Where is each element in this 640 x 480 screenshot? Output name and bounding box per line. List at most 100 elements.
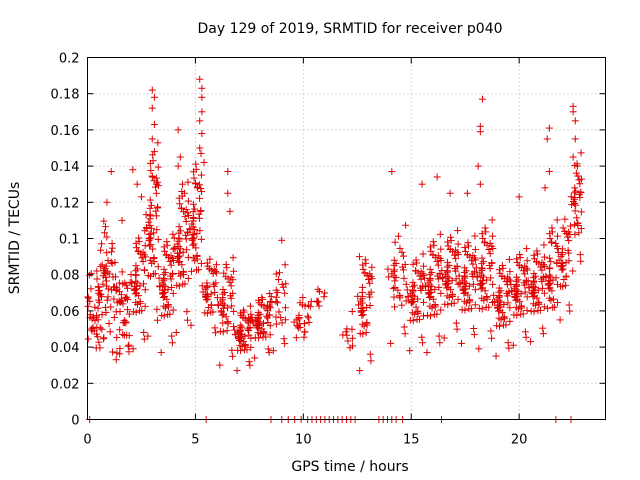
data-point bbox=[203, 259, 211, 267]
data-point bbox=[489, 245, 497, 253]
data-point bbox=[175, 235, 183, 243]
data-point bbox=[184, 178, 192, 186]
data-point bbox=[575, 229, 583, 237]
data-point bbox=[216, 327, 224, 335]
data-point bbox=[512, 303, 520, 311]
data-point bbox=[226, 292, 234, 300]
data-point bbox=[177, 204, 185, 212]
data-point bbox=[150, 93, 158, 101]
data-point bbox=[193, 230, 201, 238]
data-point bbox=[294, 322, 302, 330]
data-point bbox=[454, 295, 462, 303]
data-point bbox=[485, 261, 493, 269]
data-point bbox=[548, 228, 556, 236]
data-point bbox=[212, 329, 220, 337]
data-point bbox=[139, 280, 147, 288]
data-point bbox=[428, 269, 436, 277]
data-point bbox=[524, 277, 532, 285]
data-point bbox=[141, 242, 149, 250]
data-point bbox=[198, 93, 206, 101]
data-point bbox=[135, 238, 143, 246]
data-point bbox=[146, 235, 154, 243]
data-point bbox=[389, 284, 397, 292]
data-point bbox=[540, 303, 548, 311]
data-point bbox=[197, 260, 205, 268]
data-point bbox=[400, 323, 408, 331]
data-point bbox=[443, 280, 451, 288]
data-point bbox=[471, 301, 479, 309]
data-point bbox=[558, 262, 566, 270]
data-point bbox=[147, 167, 155, 175]
data-point bbox=[123, 306, 131, 314]
data-point bbox=[255, 321, 263, 329]
data-point bbox=[148, 135, 156, 143]
data-point bbox=[292, 334, 300, 342]
data-point bbox=[211, 288, 219, 296]
data-point bbox=[134, 247, 142, 255]
data-point bbox=[521, 270, 529, 278]
data-point bbox=[418, 180, 426, 188]
data-point bbox=[96, 344, 104, 352]
data-point bbox=[506, 268, 514, 276]
data-point bbox=[562, 259, 570, 267]
data-point bbox=[265, 349, 273, 357]
data-point bbox=[530, 308, 538, 316]
data-point bbox=[358, 320, 366, 328]
data-point bbox=[417, 275, 425, 283]
data-point bbox=[233, 367, 241, 375]
data-point bbox=[384, 265, 392, 273]
data-point bbox=[505, 344, 513, 352]
data-point bbox=[229, 352, 237, 360]
data-point bbox=[560, 275, 568, 283]
x-axis: 0 5 10 15 20 bbox=[83, 57, 527, 448]
data-point bbox=[447, 286, 455, 294]
data-point bbox=[401, 330, 409, 338]
data-point bbox=[235, 335, 243, 343]
data-point bbox=[115, 297, 123, 305]
data-point bbox=[478, 95, 486, 103]
data-point bbox=[176, 200, 184, 208]
data-point bbox=[458, 339, 466, 347]
data-point bbox=[99, 272, 107, 280]
data-point bbox=[146, 222, 154, 230]
data-point bbox=[91, 303, 99, 311]
data-point bbox=[112, 273, 120, 281]
data-point bbox=[475, 345, 483, 353]
data-point bbox=[545, 280, 553, 288]
data-point bbox=[184, 274, 192, 282]
data-point bbox=[104, 285, 112, 293]
data-point bbox=[146, 212, 154, 220]
data-point bbox=[468, 257, 476, 265]
data-point bbox=[359, 261, 367, 269]
data-point bbox=[164, 303, 172, 311]
data-point bbox=[290, 318, 298, 326]
data-point bbox=[490, 291, 498, 299]
data-point bbox=[390, 261, 398, 269]
data-point bbox=[148, 172, 156, 180]
data-point bbox=[575, 191, 583, 199]
data-point bbox=[234, 346, 242, 354]
data-point bbox=[448, 291, 456, 299]
data-point bbox=[483, 276, 491, 284]
data-point bbox=[269, 347, 277, 355]
data-point bbox=[111, 258, 119, 266]
grid bbox=[87, 57, 606, 420]
data-point bbox=[189, 235, 197, 243]
data-point bbox=[573, 214, 581, 222]
data-point bbox=[166, 257, 174, 265]
data-point bbox=[488, 216, 496, 224]
data-point bbox=[143, 223, 151, 231]
data-point bbox=[565, 257, 573, 265]
data-point bbox=[547, 273, 555, 281]
data-point bbox=[400, 274, 408, 282]
data-point bbox=[230, 323, 238, 331]
data-point bbox=[406, 347, 414, 355]
data-point bbox=[436, 230, 444, 238]
data-point bbox=[104, 293, 112, 301]
data-point bbox=[216, 361, 224, 369]
data-point bbox=[436, 339, 444, 347]
data-point bbox=[160, 312, 168, 320]
data-point bbox=[131, 285, 139, 293]
data-point bbox=[182, 206, 190, 214]
data-point bbox=[500, 313, 508, 321]
